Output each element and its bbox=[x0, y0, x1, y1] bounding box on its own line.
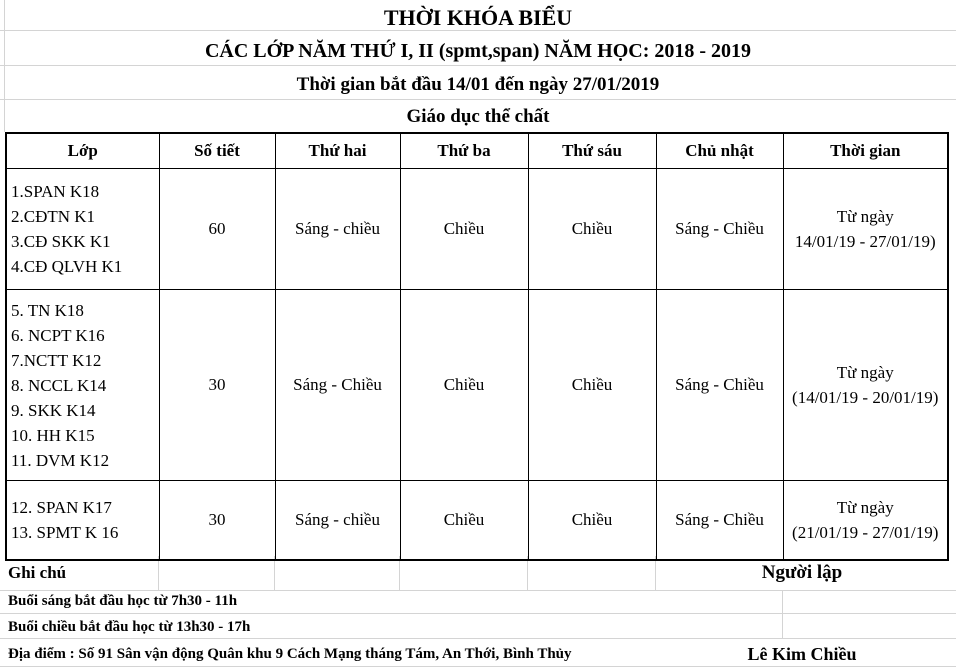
monday: Sáng - chiều bbox=[274, 480, 401, 560]
header-row: Lớp Số tiết Thứ hai Thứ ba Thứ sáu Chủ n… bbox=[5, 132, 949, 169]
notes-label: Ghi chú bbox=[8, 563, 67, 582]
afternoon-note: Buổi chiều bắt đầu học từ 13h30 - 17h bbox=[8, 619, 251, 635]
periods: 30 bbox=[158, 289, 276, 481]
creator-label: Người lập bbox=[761, 562, 843, 583]
time-range: Từ ngày (14/01/19 - 20/01/19) bbox=[782, 289, 949, 481]
morning-note: Buổi sáng bắt đầu học từ 7h30 - 11h bbox=[8, 593, 238, 609]
sunday: Sáng - Chiều bbox=[655, 168, 784, 290]
header-cell: Chủ nhật bbox=[655, 132, 784, 169]
class-list: 12. SPAN K17 13. SPMT K 16 bbox=[5, 480, 160, 560]
period: Thời gian bắt đầu 14/01 đến ngày 27/01/2… bbox=[296, 74, 660, 95]
class-list: 1.SPAN K18 2.CĐTN K1 3.CĐ SKK K1 4.CĐ QLVH … bbox=[5, 168, 160, 290]
header-cell: Thứ hai bbox=[274, 132, 401, 169]
time-range: Từ ngày 14/01/19 - 27/01/19) bbox=[782, 168, 949, 290]
sunday: Sáng - Chiều bbox=[655, 480, 784, 560]
periods: 30 bbox=[158, 480, 276, 560]
monday: Sáng - chiều bbox=[274, 168, 401, 290]
friday: Chiều bbox=[527, 168, 657, 290]
periods: 60 bbox=[158, 168, 276, 290]
header-cell: Lớp bbox=[5, 132, 160, 169]
header-cell: Thứ sáu bbox=[527, 132, 657, 169]
time-range: Từ ngày (21/01/19 - 27/01/19) bbox=[782, 480, 949, 560]
table-row: 12. SPAN K17 13. SPMT K 16 30 Sáng - chiề… bbox=[5, 480, 949, 560]
tuesday: Chiều bbox=[399, 480, 529, 560]
schedule-table: Lớp Số tiết Thứ hai Thứ ba Thứ sáu Chủ n… bbox=[5, 132, 949, 561]
page-title: THỜI KHÓA BIỂU bbox=[383, 5, 573, 30]
header-cell: Số tiết bbox=[158, 132, 276, 169]
tuesday: Chiều bbox=[399, 289, 529, 481]
class-list: 5. TN K18 6. NCPT K16 7.NCTT K12 8. NCCL K1… bbox=[5, 289, 160, 481]
creator-name: Lê Kim Chiều bbox=[747, 644, 857, 664]
header-cell: Thứ ba bbox=[399, 132, 529, 169]
subtitle: CÁC LỚP NĂM THỨ I, II (spmt,span) NĂM HỌ… bbox=[204, 40, 752, 62]
monday: Sáng - Chiều bbox=[274, 289, 401, 481]
header-cell: Thời gian bbox=[782, 132, 949, 169]
subject: Giáo dục thể chất bbox=[406, 106, 550, 127]
friday: Chiều bbox=[527, 480, 657, 560]
location-note: Địa điểm : Số 91 Sân vận động Quân khu 9… bbox=[8, 646, 572, 662]
table-row: 1.SPAN K18 2.CĐTN K1 3.CĐ SKK K1 4.CĐ QLVH … bbox=[5, 168, 949, 290]
tuesday: Chiều bbox=[399, 168, 529, 290]
friday: Chiều bbox=[527, 289, 657, 481]
sunday: Sáng - Chiều bbox=[655, 289, 784, 481]
table-row: 5. TN K18 6. NCPT K16 7.NCTT K12 8. NCCL K1… bbox=[5, 289, 949, 481]
